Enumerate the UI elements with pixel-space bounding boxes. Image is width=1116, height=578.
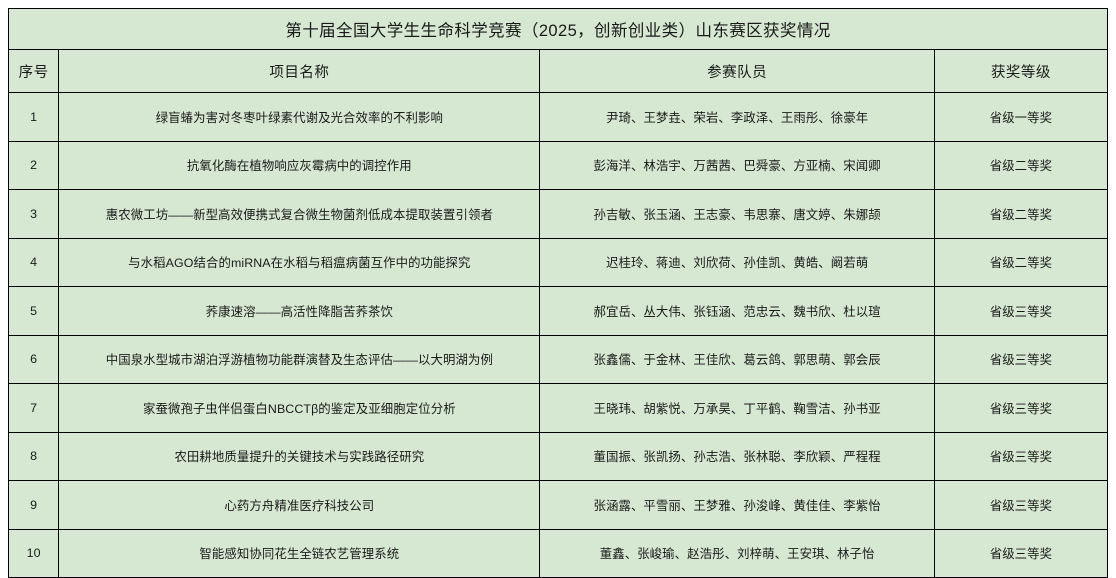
row-number: 7 [7,383,60,433]
row-project-name: 农田耕地质量提升的关键技术与实践路径研究 [58,431,541,481]
row-award-level: 省级三等奖 [933,383,1109,433]
table-title: 第十届全国大学生生命科学竞赛（2025，创新创业类）山东赛区获奖情况 [8,8,1108,50]
row-award-level: 省级二等奖 [933,189,1109,239]
row-award-level: 省级三等奖 [933,480,1109,530]
row-award-level: 省级二等奖 [933,237,1109,287]
row-team-members: 尹琦、王梦垚、荣岩、李政泽、王雨彤、徐豪年 [539,92,935,142]
table-row: 3 惠农微工坊——新型高效便携式复合微生物菌剂低成本提取装置引领者 孙吉敏、张玉… [7,189,1109,239]
row-number: 8 [7,431,60,481]
row-project-name: 家蚕微孢子虫伴侣蛋白NBCCTβ的鉴定及亚细胞定位分析 [58,383,541,433]
row-award-level: 省级一等奖 [933,92,1109,142]
column-header-award: 获奖等级 [933,49,1109,93]
table-row: 5 荞康速溶——高活性降脂苦荞茶饮 郝宜岳、丛大伟、张钰涵、范忠云、魏书欣、杜以… [7,286,1109,336]
row-award-level: 省级三等奖 [933,431,1109,481]
column-header-no: 序号 [7,49,60,93]
row-project-name: 荞康速溶——高活性降脂苦荞茶饮 [58,286,541,336]
column-header-project: 项目名称 [58,49,541,93]
row-team-members: 董鑫、张峻瑜、赵浩彤、刘梓萌、王安琪、林子怡 [539,528,935,578]
row-number: 5 [7,286,60,336]
row-team-members: 张涵露、平雪丽、王梦雅、孙浚峰、黄佳佳、李紫怡 [539,480,935,530]
row-team-members: 董国振、张凯扬、孙志浩、张林聪、李欣颖、严程程 [539,431,935,481]
row-award-level: 省级三等奖 [933,334,1109,384]
table-title-row: 第十届全国大学生生命科学竞赛（2025，创新创业类）山东赛区获奖情况 [8,8,1108,50]
table-row: 8 农田耕地质量提升的关键技术与实践路径研究 董国振、张凯扬、孙志浩、张林聪、李… [7,431,1109,481]
row-project-name: 抗氧化酶在植物响应灰霉病中的调控作用 [58,140,541,190]
row-team-members: 张鑫儒、于金林、王佳欣、葛云鸽、郭思萌、郭会辰 [539,334,935,384]
row-award-level: 省级二等奖 [933,140,1109,190]
award-results-table: 第十届全国大学生生命科学竞赛（2025，创新创业类）山东赛区获奖情况 序号 项目… [7,8,1109,578]
row-project-name: 绿盲蝽为害对冬枣叶绿素代谢及光合效率的不利影响 [58,92,541,142]
row-project-name: 心药方舟精准医疗科技公司 [58,480,541,530]
table-row: 9 心药方舟精准医疗科技公司 张涵露、平雪丽、王梦雅、孙浚峰、黄佳佳、李紫怡 省… [7,480,1109,530]
table-row: 4 与水稻AGO结合的miRNA在水稻与稻瘟病菌互作中的功能探究 迟桂玲、蒋迪、… [7,237,1109,287]
table-row: 7 家蚕微孢子虫伴侣蛋白NBCCTβ的鉴定及亚细胞定位分析 王晓玮、胡紫悦、万承… [7,383,1109,433]
row-number: 2 [7,140,60,190]
table-header-row: 序号 项目名称 参赛队员 获奖等级 [7,49,1109,93]
row-project-name: 与水稻AGO结合的miRNA在水稻与稻瘟病菌互作中的功能探究 [58,237,541,287]
row-number: 4 [7,237,60,287]
row-number: 10 [7,528,60,578]
row-team-members: 孙吉敏、张玉涵、王志豪、韦思寨、唐文婷、朱娜颉 [539,189,935,239]
table-row: 1 绿盲蝽为害对冬枣叶绿素代谢及光合效率的不利影响 尹琦、王梦垚、荣岩、李政泽、… [7,92,1109,142]
document-page: 第十届全国大学生生命科学竞赛（2025，创新创业类）山东赛区获奖情况 序号 项目… [7,8,1109,578]
table-row: 10 智能感知协同花生全链农艺管理系统 董鑫、张峻瑜、赵浩彤、刘梓萌、王安琪、林… [7,528,1109,578]
row-number: 9 [7,480,60,530]
row-project-name: 智能感知协同花生全链农艺管理系统 [58,528,541,578]
row-number: 6 [7,334,60,384]
row-number: 1 [7,92,60,142]
row-award-level: 省级三等奖 [933,528,1109,578]
row-award-level: 省级三等奖 [933,286,1109,336]
row-team-members: 彭海洋、林浩宇、万茜茜、巴舜豪、方亚楠、宋闻卿 [539,140,935,190]
table-row: 2 抗氧化酶在植物响应灰霉病中的调控作用 彭海洋、林浩宇、万茜茜、巴舜豪、方亚楠… [7,140,1109,190]
row-team-members: 郝宜岳、丛大伟、张钰涵、范忠云、魏书欣、杜以瑄 [539,286,935,336]
row-team-members: 王晓玮、胡紫悦、万承昊、丁平鹤、鞠雪洁、孙书亚 [539,383,935,433]
table-row: 6 中国泉水型城市湖泊浮游植物功能群演替及生态评估——以大明湖为例 张鑫儒、于金… [7,334,1109,384]
column-header-team: 参赛队员 [539,49,935,93]
row-team-members: 迟桂玲、蒋迪、刘欣荷、孙佳凯、黄皓、阚若萌 [539,237,935,287]
row-project-name: 中国泉水型城市湖泊浮游植物功能群演替及生态评估——以大明湖为例 [58,334,541,384]
table-body: 第十届全国大学生生命科学竞赛（2025，创新创业类）山东赛区获奖情况 序号 项目… [7,8,1109,578]
row-number: 3 [7,189,60,239]
row-project-name: 惠农微工坊——新型高效便携式复合微生物菌剂低成本提取装置引领者 [58,189,541,239]
